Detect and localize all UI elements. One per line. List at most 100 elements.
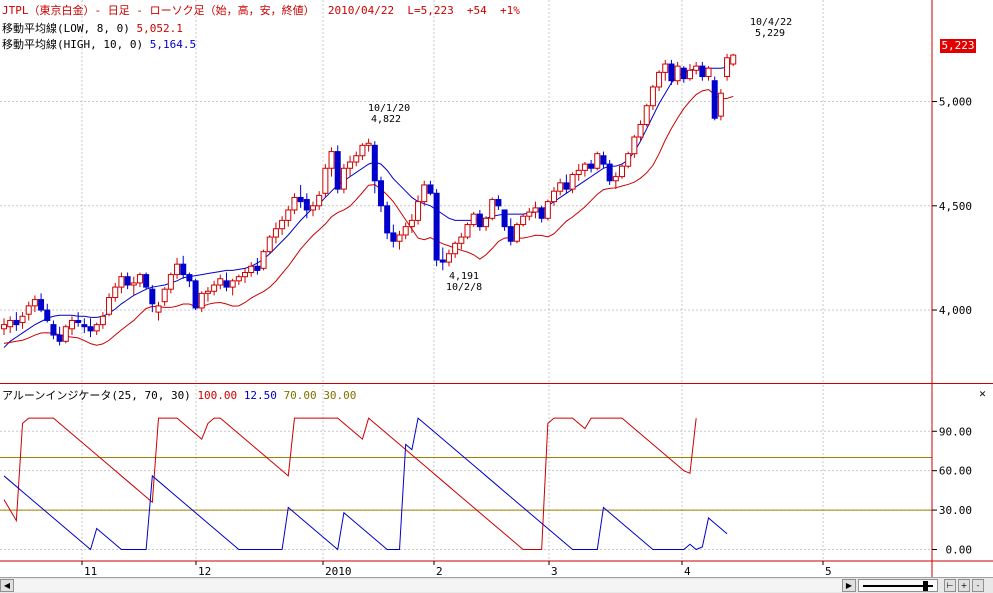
- candle: [31, 295, 38, 313]
- candle: [167, 272, 174, 294]
- candle-body: [476, 213, 483, 228]
- candle-body: [143, 274, 150, 288]
- price-tick-label: 4,500: [939, 200, 972, 213]
- indicator-tick-label: 0.00: [946, 543, 973, 556]
- candle: [476, 209, 483, 231]
- candle: [371, 141, 378, 194]
- candle: [180, 255, 187, 279]
- candle-body: [62, 326, 69, 342]
- candle-body: [470, 213, 477, 226]
- candle: [272, 222, 279, 244]
- annotation-high-1-price: 4,822: [370, 114, 402, 125]
- time-axis-label: 2010: [325, 565, 352, 578]
- zoom-slider-track: [863, 585, 933, 587]
- candle: [347, 155, 354, 177]
- candle-body: [452, 242, 459, 255]
- zoom-end-icon[interactable]: ⊢: [944, 579, 956, 592]
- candle-body: [223, 280, 230, 288]
- candle-body: [81, 324, 88, 328]
- candle: [625, 151, 632, 169]
- candle-body: [377, 180, 384, 207]
- candle: [204, 287, 211, 302]
- candle: [588, 159, 595, 173]
- candle-body: [322, 167, 329, 194]
- candle-body: [483, 217, 490, 228]
- candle-body: [402, 226, 409, 236]
- indicator-label: アルーンインジケータ(25, 70, 30): [2, 389, 191, 402]
- candle: [155, 301, 162, 321]
- candle: [334, 145, 341, 194]
- candle: [408, 214, 415, 233]
- candle-body: [248, 265, 255, 274]
- candle-body: [371, 144, 378, 182]
- candle: [427, 180, 434, 196]
- ma-low-value: 5,052.1: [136, 22, 183, 35]
- candle: [674, 61, 681, 85]
- candle: [242, 268, 249, 283]
- candle-body: [217, 278, 224, 286]
- indicator-value-2: 12.50: [243, 389, 277, 402]
- scroll-left-icon[interactable]: ◀: [0, 579, 14, 592]
- annotation-low-1-date: 10/2/8: [446, 282, 483, 293]
- candle-body: [686, 69, 693, 80]
- annotation-high-2: 10/4/22 5,229: [750, 17, 792, 39]
- zoom-in-icon[interactable]: +: [958, 579, 970, 592]
- ma-low-label: 移動平均線(LOW, 8, 0): [2, 22, 130, 35]
- candle: [75, 312, 82, 327]
- candle-body: [538, 207, 545, 219]
- candle-body: [649, 86, 656, 107]
- candle-body: [489, 199, 496, 219]
- candle-body: [699, 65, 706, 78]
- candle-body: [149, 288, 156, 305]
- candle-body: [106, 297, 113, 315]
- aroon-up-line: [3, 417, 697, 550]
- candle-body: [415, 201, 422, 221]
- candle-body: [235, 276, 242, 282]
- zoom-slider[interactable]: [858, 579, 938, 592]
- candlestick-series[interactable]: [1, 53, 737, 346]
- candle-body: [501, 209, 508, 228]
- indicator-tick-label: 30.00: [939, 504, 972, 517]
- chart-title: JTPL（東京白金）- 日足 - ローソク足（始，高，安，終値）: [2, 4, 315, 17]
- candle: [581, 162, 588, 177]
- candle-body: [50, 324, 57, 336]
- candle-body: [198, 292, 205, 309]
- candle: [297, 184, 304, 208]
- candle-body: [551, 190, 558, 203]
- horizontal-scrollbar[interactable]: ◀ ▶ ⊢ + -: [0, 577, 993, 593]
- candle: [359, 143, 366, 160]
- time-axis-label: 5: [825, 565, 832, 578]
- candle-body: [693, 65, 700, 71]
- candle-body: [180, 263, 187, 276]
- candle: [211, 280, 218, 296]
- candle-body: [563, 182, 570, 190]
- zoom-slider-thumb[interactable]: [923, 581, 928, 591]
- annotation-high-2-price: 5,229: [754, 28, 786, 39]
- ma-high-label: 移動平均線(HIGH, 10, 0): [2, 38, 144, 51]
- time-axis-label: 2: [436, 565, 443, 578]
- candle-body: [136, 274, 143, 284]
- candle-body: [316, 194, 323, 207]
- candle: [680, 66, 687, 83]
- candle-body: [44, 309, 51, 321]
- candle-body: [730, 54, 737, 65]
- candle-body: [93, 324, 100, 332]
- candle: [38, 293, 45, 313]
- zoom-out-icon[interactable]: -: [972, 579, 984, 592]
- candle-body: [619, 165, 625, 178]
- candle-body: [7, 319, 14, 328]
- candle-body: [99, 315, 106, 326]
- ma-high-line: [3, 66, 728, 348]
- scroll-track[interactable]: [14, 579, 842, 592]
- close-indicator-icon[interactable]: ✕: [978, 390, 987, 400]
- candle: [99, 312, 106, 329]
- candle-body: [724, 57, 731, 78]
- scroll-right-icon[interactable]: ▶: [842, 579, 856, 592]
- candle: [464, 222, 471, 240]
- candle: [717, 89, 724, 121]
- candle: [50, 320, 57, 340]
- candle: [266, 234, 273, 254]
- candle: [458, 232, 465, 250]
- time-axis-label: 12: [198, 565, 211, 578]
